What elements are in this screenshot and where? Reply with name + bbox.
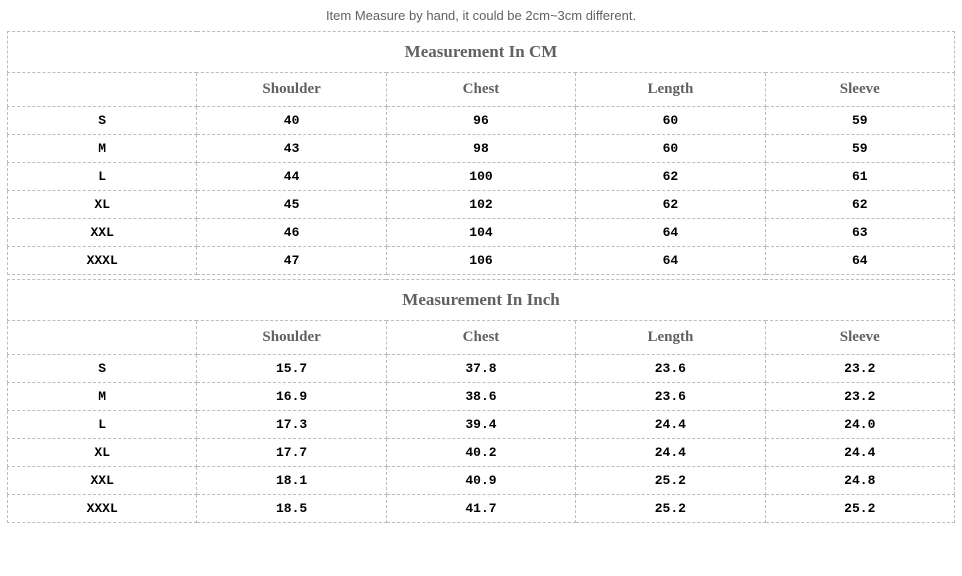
table-row: S 15.7 37.8 23.6 23.2: [8, 355, 955, 383]
table-row: XL 45 102 62 62: [8, 191, 955, 219]
cell-value: 62: [576, 191, 765, 219]
table-row: L 17.3 39.4 24.4 24.0: [8, 411, 955, 439]
size-label: M: [8, 135, 197, 163]
cell-value: 23.6: [576, 383, 765, 411]
size-label: XXXL: [8, 247, 197, 275]
cell-value: 44: [197, 163, 386, 191]
cell-value: 47: [197, 247, 386, 275]
size-label: XL: [8, 191, 197, 219]
measurement-table-cm: Measurement In CM Shoulder Chest Length …: [7, 31, 955, 275]
size-label: XXL: [8, 467, 197, 495]
corner-cell: [8, 321, 197, 355]
table-row: M 16.9 38.6 23.6 23.2: [8, 383, 955, 411]
cell-value: 63: [765, 219, 954, 247]
cell-value: 38.6: [386, 383, 575, 411]
cell-value: 16.9: [197, 383, 386, 411]
cell-value: 40.2: [386, 439, 575, 467]
cell-value: 46: [197, 219, 386, 247]
cell-value: 25.2: [765, 495, 954, 523]
cell-value: 43: [197, 135, 386, 163]
table-row: XXXL 18.5 41.7 25.2 25.2: [8, 495, 955, 523]
cell-value: 59: [765, 107, 954, 135]
measurement-table-inch: Measurement In Inch Shoulder Chest Lengt…: [7, 279, 955, 523]
table-title-cm: Measurement In CM: [8, 32, 955, 73]
size-label: M: [8, 383, 197, 411]
cell-value: 18.1: [197, 467, 386, 495]
col-header-chest: Chest: [386, 73, 575, 107]
size-label: L: [8, 411, 197, 439]
cell-value: 104: [386, 219, 575, 247]
cell-value: 23.2: [765, 355, 954, 383]
cell-value: 25.2: [576, 495, 765, 523]
size-label: L: [8, 163, 197, 191]
cell-value: 17.7: [197, 439, 386, 467]
corner-cell: [8, 73, 197, 107]
size-label: XL: [8, 439, 197, 467]
cell-value: 45: [197, 191, 386, 219]
cell-value: 60: [576, 135, 765, 163]
cell-value: 25.2: [576, 467, 765, 495]
cell-value: 24.4: [765, 439, 954, 467]
col-header-shoulder: Shoulder: [197, 321, 386, 355]
table-row: XXL 18.1 40.9 25.2 24.8: [8, 467, 955, 495]
cell-value: 23.2: [765, 383, 954, 411]
cell-value: 39.4: [386, 411, 575, 439]
table-title-inch: Measurement In Inch: [8, 280, 955, 321]
cell-value: 59: [765, 135, 954, 163]
cell-value: 100: [386, 163, 575, 191]
cell-value: 61: [765, 163, 954, 191]
table-row: XXL 46 104 64 63: [8, 219, 955, 247]
table-row: M 43 98 60 59: [8, 135, 955, 163]
col-header-chest: Chest: [386, 321, 575, 355]
cell-value: 37.8: [386, 355, 575, 383]
cell-value: 15.7: [197, 355, 386, 383]
size-label: XXXL: [8, 495, 197, 523]
cell-value: 60: [576, 107, 765, 135]
measurement-note: Item Measure by hand, it could be 2cm~3c…: [0, 0, 962, 31]
table-row: S 40 96 60 59: [8, 107, 955, 135]
cell-value: 40: [197, 107, 386, 135]
cell-value: 40.9: [386, 467, 575, 495]
cell-value: 24.4: [576, 411, 765, 439]
cell-value: 96: [386, 107, 575, 135]
cell-value: 64: [576, 219, 765, 247]
table-row: L 44 100 62 61: [8, 163, 955, 191]
size-label: XXL: [8, 219, 197, 247]
cell-value: 98: [386, 135, 575, 163]
col-header-shoulder: Shoulder: [197, 73, 386, 107]
cell-value: 64: [576, 247, 765, 275]
cell-value: 24.8: [765, 467, 954, 495]
cell-value: 18.5: [197, 495, 386, 523]
cell-value: 24.4: [576, 439, 765, 467]
cell-value: 64: [765, 247, 954, 275]
col-header-length: Length: [576, 73, 765, 107]
cell-value: 106: [386, 247, 575, 275]
cell-value: 62: [576, 163, 765, 191]
size-label: S: [8, 355, 197, 383]
cell-value: 62: [765, 191, 954, 219]
col-header-sleeve: Sleeve: [765, 73, 954, 107]
cell-value: 23.6: [576, 355, 765, 383]
col-header-length: Length: [576, 321, 765, 355]
cell-value: 41.7: [386, 495, 575, 523]
col-header-sleeve: Sleeve: [765, 321, 954, 355]
cell-value: 24.0: [765, 411, 954, 439]
size-label: S: [8, 107, 197, 135]
table-row: XXXL 47 106 64 64: [8, 247, 955, 275]
table-row: XL 17.7 40.2 24.4 24.4: [8, 439, 955, 467]
cell-value: 102: [386, 191, 575, 219]
cell-value: 17.3: [197, 411, 386, 439]
